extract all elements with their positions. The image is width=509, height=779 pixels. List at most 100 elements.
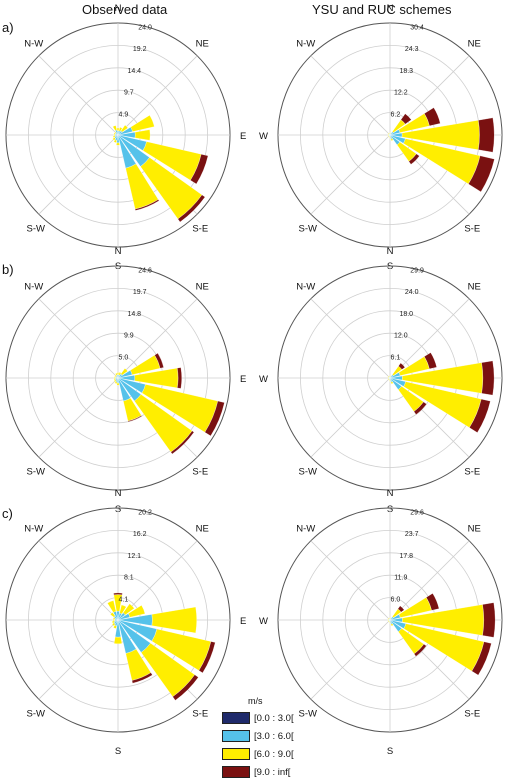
- ring-label: 6.0: [391, 596, 401, 603]
- rose-bar-segment: [107, 600, 117, 613]
- grid-spoke: [310, 298, 391, 379]
- column-title-observed: Observed data: [82, 2, 168, 17]
- row-label-c: c): [2, 506, 13, 521]
- direction-label: NE: [196, 39, 209, 50]
- rose-bar-segment: [482, 602, 496, 638]
- grid-spoke: [38, 377, 119, 458]
- rose-bar-segment: [114, 131, 117, 134]
- ring-label: 6.1: [391, 354, 401, 361]
- ring-label: 29.9: [410, 267, 424, 274]
- rose-bar-segment: [119, 604, 127, 615]
- direction-label: N: [115, 3, 122, 14]
- ring-label: 14.8: [127, 311, 141, 318]
- ring-label: 16.2: [133, 531, 147, 538]
- rose-bar-segment: [112, 617, 116, 620]
- grid-spoke: [310, 540, 391, 621]
- rose-bar-segment: [111, 622, 116, 627]
- direction-label: W: [259, 616, 268, 627]
- legend-label: [3.0 : 6.0[: [254, 730, 294, 742]
- direction-label: S: [115, 746, 121, 757]
- ring-label: 18.3: [399, 68, 413, 75]
- direction-label: N-W: [24, 39, 43, 50]
- rose-bar-segment: [115, 372, 118, 376]
- ring-label: 24.3: [405, 46, 419, 53]
- legend-label: [6.0 : 9.0[: [254, 748, 294, 760]
- ring-label: 18.0: [399, 311, 413, 318]
- rose-bar-segment: [408, 153, 420, 165]
- direction-label: E: [240, 131, 246, 142]
- rose-bar-segment: [113, 132, 116, 135]
- rose-bar-segment: [113, 379, 117, 383]
- rose-bar-segment: [112, 619, 115, 621]
- legend-swatch: [222, 766, 250, 778]
- ring-label: 29.6: [410, 509, 424, 516]
- rose-bar-segment: [390, 623, 394, 627]
- rose-bar-segment: [111, 620, 115, 624]
- rose-bar-segment: [114, 381, 118, 384]
- direction-label: NE: [196, 524, 209, 535]
- rose-bar-segment: [398, 362, 406, 370]
- direction-label: N: [115, 488, 122, 499]
- rose-bar-segment: [424, 107, 441, 127]
- direction-label: S-E: [464, 223, 480, 234]
- ring-label: 20.2: [138, 509, 152, 516]
- direction-label: N: [387, 246, 394, 257]
- rose-bar-segment: [468, 155, 495, 193]
- legend-title: m/s: [248, 696, 263, 706]
- direction-label: S-E: [192, 708, 208, 719]
- ring-label: 6.2: [391, 111, 401, 118]
- ring-label: 23.7: [405, 531, 419, 538]
- direction-label: W: [259, 374, 268, 385]
- rose-bar-segment: [151, 606, 197, 634]
- grid-spoke: [38, 55, 119, 136]
- direction-label: N-W: [296, 524, 315, 535]
- ring-label: 24.0: [405, 289, 419, 296]
- rose-bar-segment: [469, 398, 491, 433]
- grid-spoke: [117, 55, 198, 136]
- ring-label: 11.9: [394, 575, 407, 582]
- rose-bar-segment: [113, 592, 123, 596]
- rose-bar-segment: [113, 139, 117, 143]
- rose-bar-segment: [128, 605, 146, 618]
- column-title-model: YSU and RUC schemes: [312, 2, 452, 17]
- rose-bar-segment: [154, 352, 164, 369]
- rose-bar-segment: [116, 382, 120, 386]
- legend-label: [0.0 : 3.0[: [254, 712, 294, 724]
- legend-item: [9.0 : inf[: [222, 766, 290, 778]
- rose-bar-segment: [116, 127, 120, 132]
- rose-bar-segment: [113, 134, 116, 136]
- direction-label: E: [240, 616, 246, 627]
- rose-bar-segment: [112, 137, 116, 141]
- direction-label: S-W: [298, 466, 317, 477]
- rose-bar-segment: [481, 360, 495, 396]
- legend-item: [3.0 : 6.0[: [222, 730, 294, 742]
- direction-label: S-W: [298, 708, 317, 719]
- rose-bar-segment: [120, 368, 128, 376]
- rose-bar-segment: [170, 430, 195, 455]
- row-label-b: b): [2, 262, 14, 277]
- direction-label: S-E: [192, 466, 208, 477]
- ring-label: 19.2: [133, 46, 147, 53]
- rose-bar-segment: [113, 624, 117, 629]
- rose-bar-segment: [390, 138, 394, 141]
- rose-bar-segment: [112, 135, 116, 138]
- rose-bar-segment: [110, 612, 116, 618]
- direction-label: S-E: [464, 466, 480, 477]
- grid-spoke: [389, 540, 470, 621]
- rose-bar-segment: [120, 124, 129, 133]
- rose-bar-segment: [471, 641, 492, 676]
- rose-bar-segment: [400, 113, 412, 125]
- rose-bar-segment: [116, 142, 120, 146]
- ring-label: 5.0: [119, 354, 129, 361]
- legend-item: [0.0 : 3.0[: [222, 712, 294, 724]
- direction-label: N-W: [296, 282, 315, 293]
- direction-label: S-W: [26, 708, 45, 719]
- rose-bar-segment: [113, 378, 116, 381]
- rose-bar-segment: [114, 374, 117, 377]
- grid-spoke: [38, 134, 119, 215]
- direction-label: S-W: [298, 223, 317, 234]
- grid-spoke: [389, 298, 470, 379]
- grid-spoke: [310, 377, 391, 458]
